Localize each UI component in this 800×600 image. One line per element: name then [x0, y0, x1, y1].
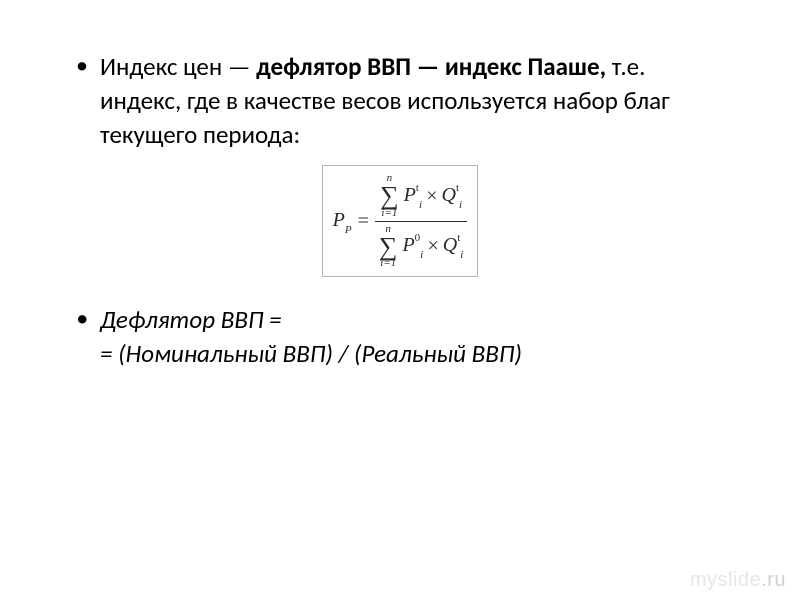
- formula-fraction: n ∑ i=1 Pti × Qti: [375, 172, 467, 270]
- bullet2-line2: = (Номинальный ВВП) / (Реальный ВВП): [100, 338, 522, 369]
- watermark-part2: .ru: [761, 569, 786, 591]
- sigma-num: n ∑ i=1: [380, 173, 399, 218]
- fraction-bar: [375, 221, 467, 222]
- num-P-sub: i: [419, 199, 422, 211]
- paasche-formula: PP = n ∑ i=1 Pti ×: [333, 172, 468, 270]
- den-P: P: [402, 234, 414, 256]
- sigma-num-symbol: ∑: [380, 184, 399, 207]
- sigma-num-lower: i=1: [381, 208, 397, 219]
- den-Q: Q: [443, 234, 457, 256]
- formula-lhs: PP: [333, 209, 352, 234]
- num-P-sup: t: [416, 182, 419, 194]
- fraction-numerator: n ∑ i=1 Pti × Qti: [376, 172, 466, 219]
- den-P-sup: 0: [415, 232, 421, 244]
- num-Q: Q: [442, 184, 456, 206]
- bullet1-bold: дефлятор ВВП — индекс Пааше,: [256, 51, 606, 82]
- den-P-sub: i: [420, 249, 423, 261]
- bullet-list-2: Дефлятор ВВП = = (Номинальный ВВП) / (Ре…: [70, 303, 730, 371]
- sigma-den-symbol: ∑: [379, 235, 398, 258]
- bullet2-line1: Дефлятор ВВП =: [100, 304, 282, 335]
- num-Q-sub: i: [459, 199, 462, 211]
- watermark-part1: myslide: [690, 569, 761, 591]
- formula-container: PP = n ∑ i=1 Pti ×: [70, 165, 730, 277]
- bullet-list: Индекс цен — дефлятор ВВП — индекс Пааше…: [70, 50, 730, 151]
- bullet1-part1: Индекс цен —: [100, 51, 251, 82]
- num-P: P: [404, 184, 416, 206]
- lhs-var: P: [333, 209, 345, 231]
- den-Q-sup: t: [457, 232, 460, 244]
- fraction-denominator: n ∑ i=1 P0i × Qti: [375, 223, 467, 270]
- watermark: myslide.ru: [690, 569, 786, 592]
- bullet-item-2: Дефлятор ВВП = = (Номинальный ВВП) / (Ре…: [70, 303, 730, 371]
- lhs-sub: P: [345, 224, 352, 236]
- den-times: ×: [426, 235, 440, 258]
- slide: Индекс цен — дефлятор ВВП — индекс Пааше…: [0, 0, 800, 600]
- den-term: P0i × Qti: [402, 234, 463, 259]
- num-times: ×: [425, 185, 439, 208]
- den-Q-sub: i: [460, 249, 463, 261]
- num-term: Pti × Qti: [404, 184, 462, 209]
- formula-box: PP = n ∑ i=1 Pti ×: [322, 165, 479, 277]
- bullet-item-1: Индекс цен — дефлятор ВВП — индекс Пааше…: [70, 50, 730, 151]
- sigma-den-lower: i=1: [380, 258, 396, 269]
- sigma-den: n ∑ i=1: [379, 224, 398, 269]
- num-Q-sup: t: [456, 182, 459, 194]
- formula-eq: =: [358, 210, 369, 233]
